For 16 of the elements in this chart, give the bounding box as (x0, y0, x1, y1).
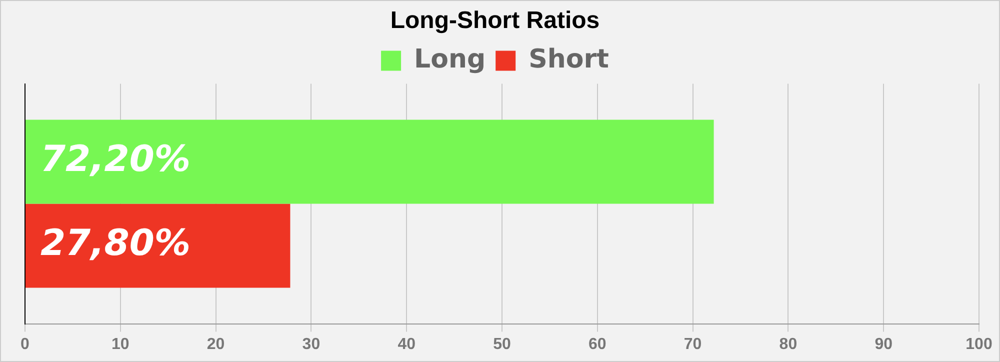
legend-label: Long (414, 44, 486, 75)
x-tick-label: 100 (966, 336, 992, 353)
x-tick-label: 10 (112, 336, 130, 353)
x-tick-label: 0 (20, 336, 30, 353)
x-tick-label: 50 (493, 336, 511, 353)
x-tick-label: 30 (302, 336, 320, 353)
x-tick-label: 60 (588, 336, 606, 353)
data-label: 27,80% (40, 223, 190, 264)
legend-label: Short (528, 44, 609, 75)
x-tick-label: 20 (206, 336, 225, 353)
data-label: 72,20% (40, 139, 190, 180)
x-tick-label: 90 (874, 336, 893, 353)
x-tick-label: 40 (398, 336, 416, 353)
chart-title: Long-Short Ratios (390, 7, 600, 34)
x-tick-label: 70 (684, 336, 702, 353)
x-tick-label: 80 (779, 336, 798, 353)
